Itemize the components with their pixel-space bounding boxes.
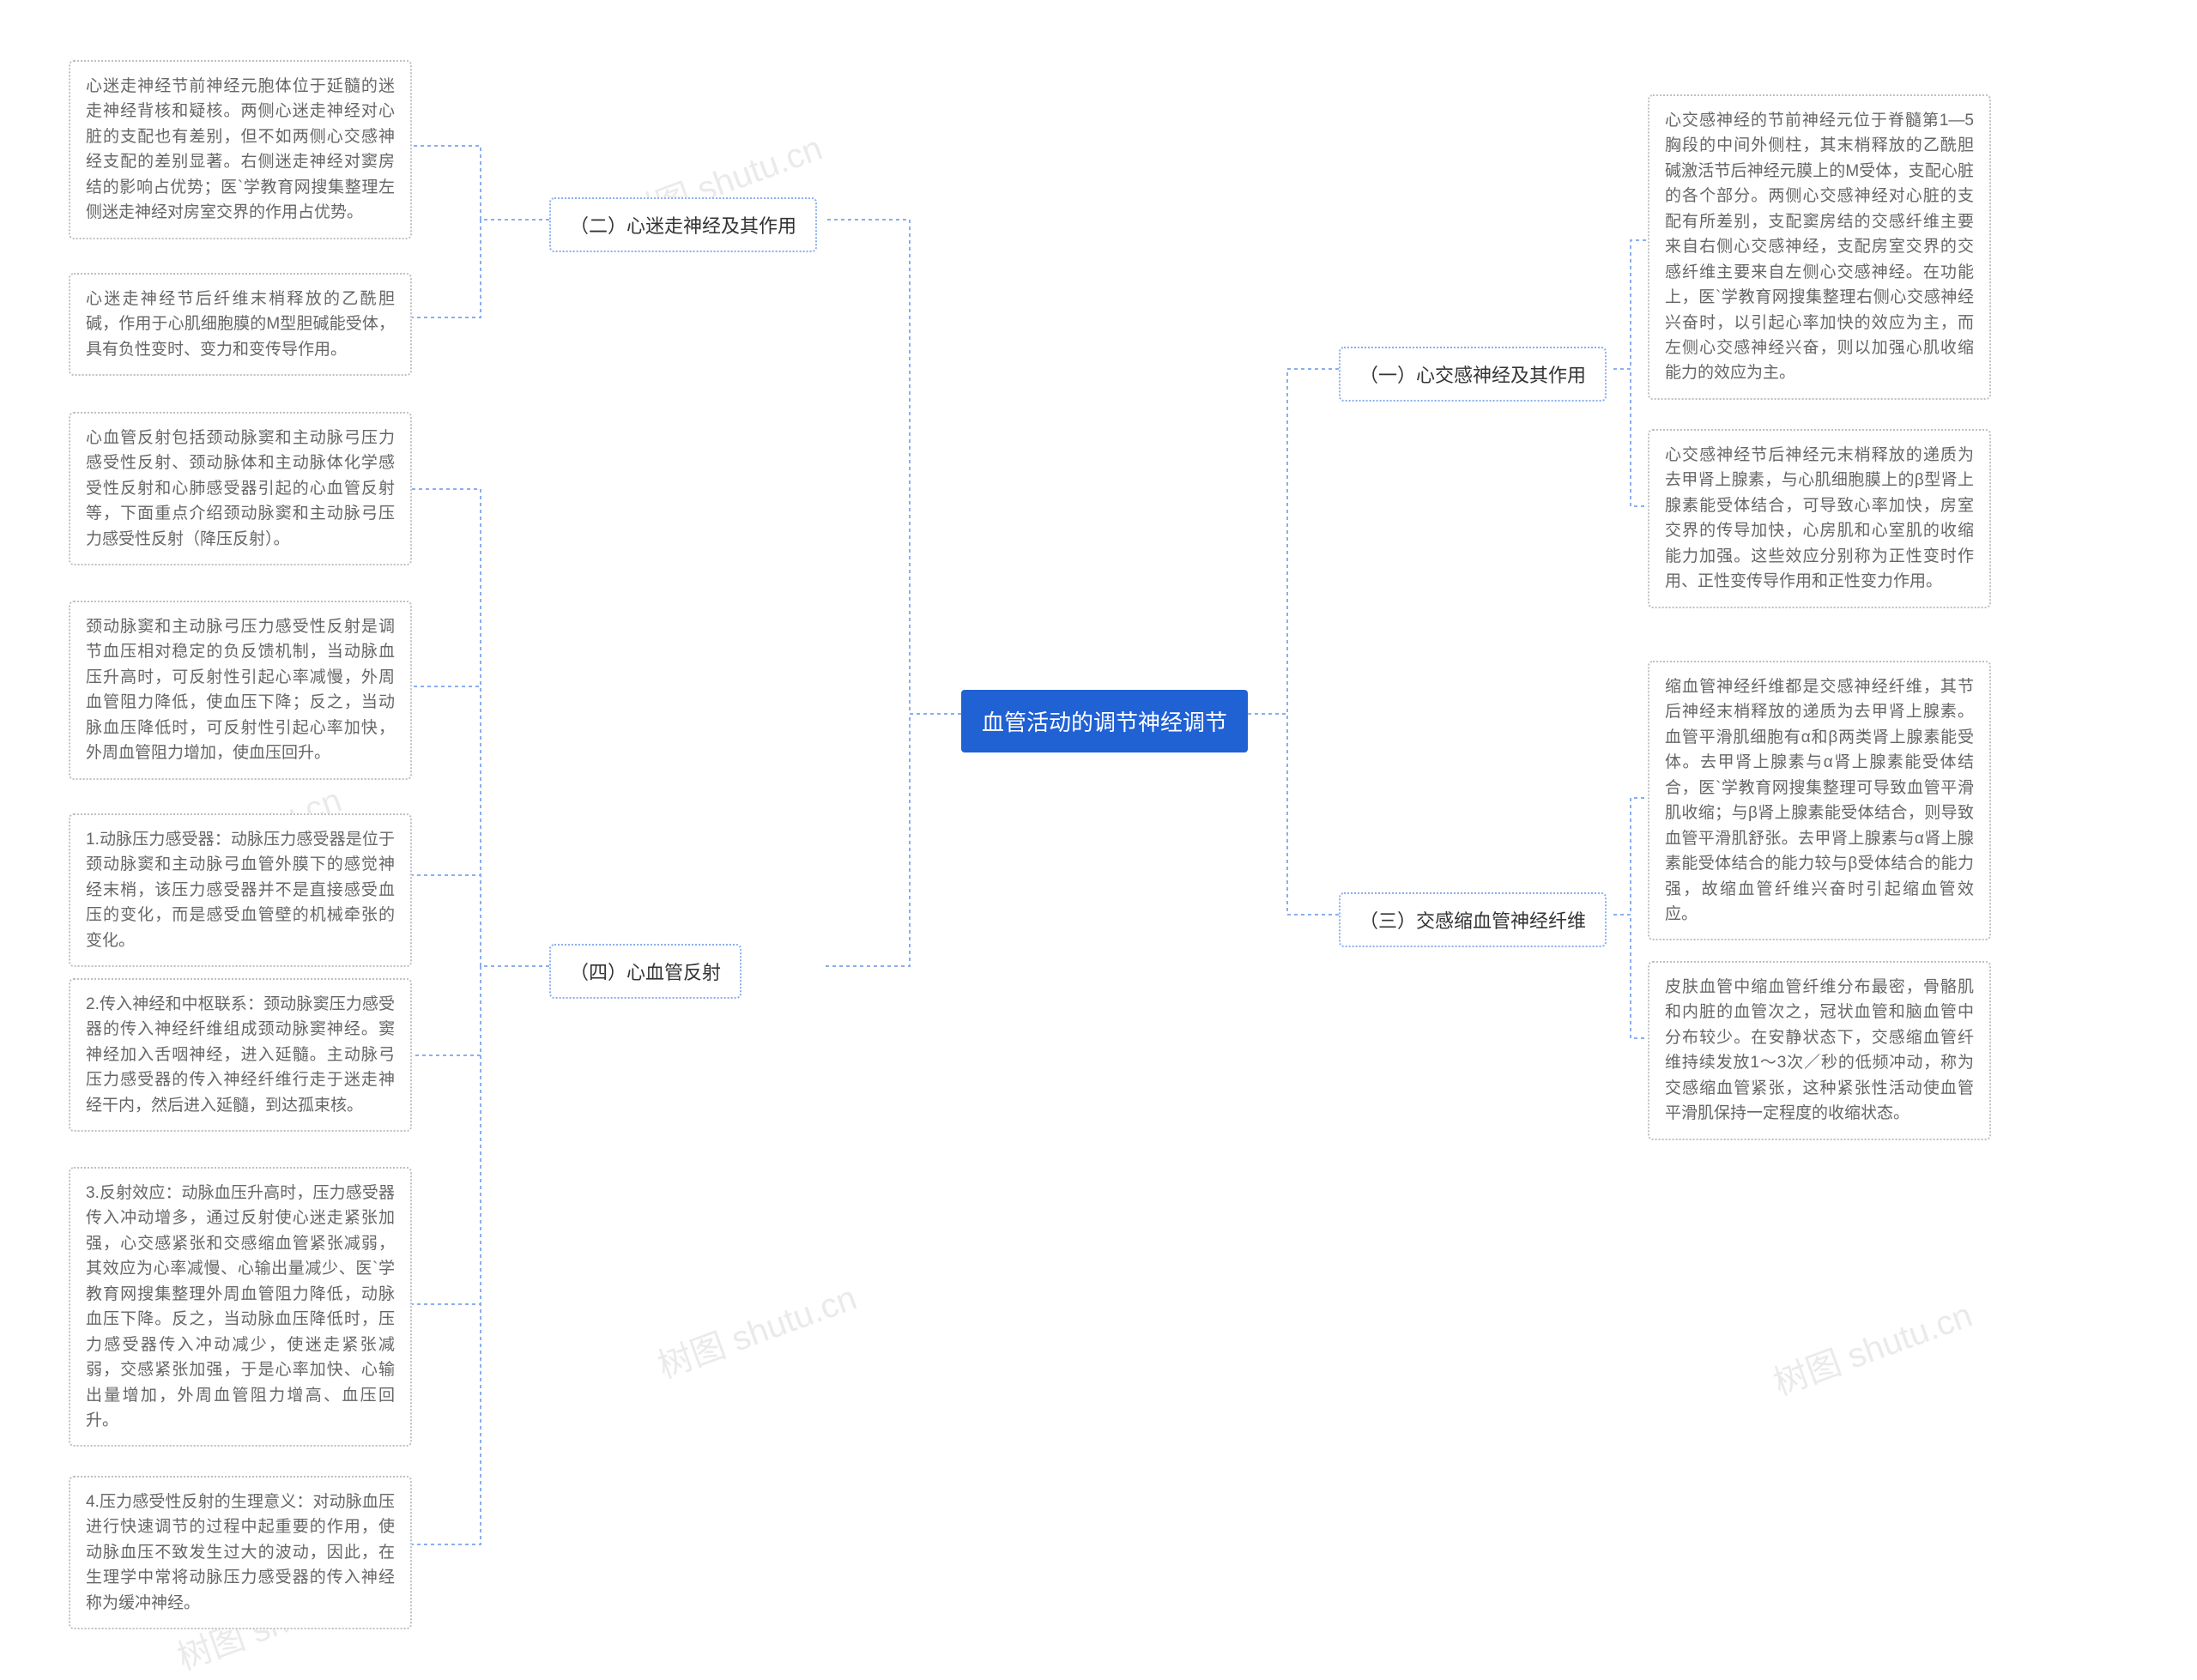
leaf-node: 心迷走神经节后纤维末梢释放的乙酰胆碱，作用于心肌细胞膜的M型胆碱能受体，具有负性… xyxy=(69,273,412,376)
leaf-node: 心血管反射包括颈动脉窦和主动脉弓压力感受性反射、颈动脉体和主动脉体化学感受性反射… xyxy=(69,412,412,565)
leaf-node: 4.压力感受性反射的生理意义：对动脉血压进行快速调节的过程中起重要的作用，使动脉… xyxy=(69,1476,412,1629)
branch-vagus: （二）心迷走神经及其作用 xyxy=(549,197,817,252)
leaf-node: 心交感神经节后神经元末梢释放的递质为去甲肾上腺素，与心肌细胞膜上的β型肾上腺素能… xyxy=(1648,429,1991,608)
leaf-node: 1.动脉压力感受器：动脉压力感受器是位于颈动脉窦和主动脉弓血管外膜下的感觉神经末… xyxy=(69,813,412,967)
leaf-node: 缩血管神经纤维都是交感神经纤维，其节后神经末梢释放的递质为去甲肾上腺素。血管平滑… xyxy=(1648,661,1991,940)
leaf-node: 3.反射效应：动脉血压升高时，压力感受器传入冲动增多，通过反射使心迷走紧张加强，… xyxy=(69,1167,412,1447)
branch-reflex: （四）心血管反射 xyxy=(549,944,741,999)
leaf-node: 皮肤血管中缩血管纤维分布最密，骨骼肌和内脏的血管次之，冠状血管和脑血管中分布较少… xyxy=(1648,961,1991,1140)
mindmap-root: 血管活动的调节神经调节 xyxy=(961,690,1248,752)
leaf-node: 心交感神经的节前神经元位于脊髓第1—5胸段的中间外侧柱，其末梢释放的乙酰胆碱激活… xyxy=(1648,94,1991,400)
leaf-node: 心迷走神经节前神经元胞体位于延髓的迷走神经背核和疑核。两侧心迷走神经对心脏的支配… xyxy=(69,60,412,239)
watermark: 树图 shutu.cn xyxy=(1765,1287,1978,1405)
leaf-node: 2.传入神经和中枢联系：颈动脉窦压力感受器的传入神经纤维组成颈动脉窦神经。窦神经… xyxy=(69,978,412,1132)
leaf-node: 颈动脉窦和主动脉弓压力感受性反射是调节血压相对稳定的负反馈机制，当动脉血压升高时… xyxy=(69,601,412,780)
branch-vasoconstrictor: （三）交感缩血管神经纤维 xyxy=(1339,892,1607,947)
watermark: 树图 shutu.cn xyxy=(650,1270,862,1387)
branch-sympathetic: （一）心交感神经及其作用 xyxy=(1339,347,1607,402)
